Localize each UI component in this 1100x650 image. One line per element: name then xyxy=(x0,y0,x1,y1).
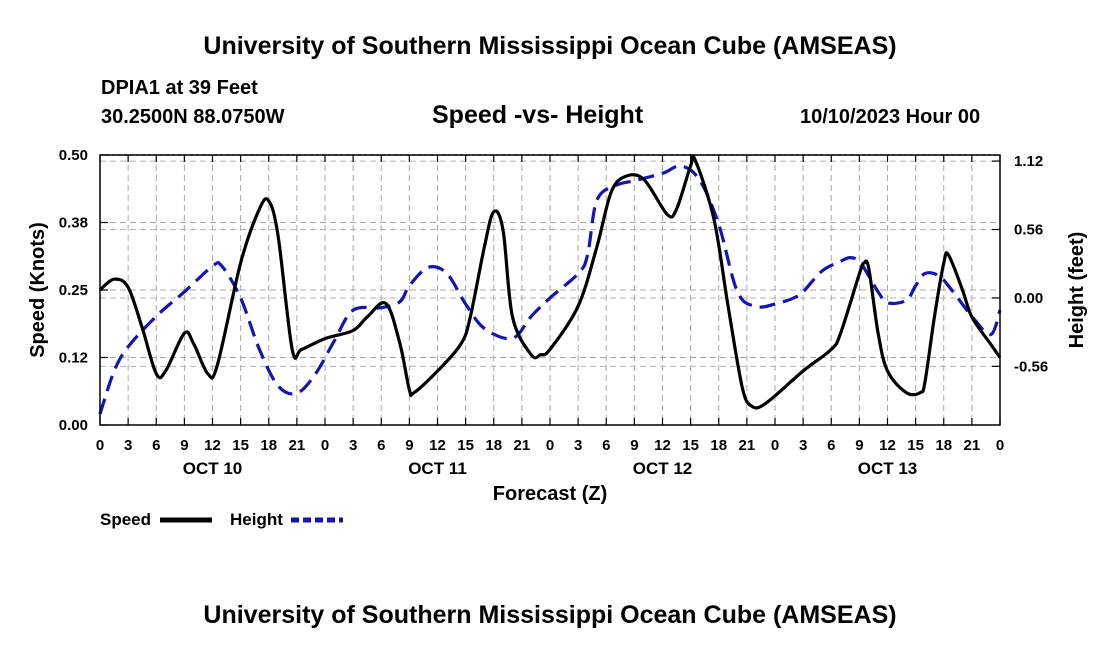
x-tick-label: 6 xyxy=(377,437,385,454)
x-tick-label: 21 xyxy=(289,437,306,454)
x-tick-label: 12 xyxy=(879,437,896,454)
y-left-tick-label: 0.12 xyxy=(59,350,88,367)
x-axis-label: Forecast (Z) xyxy=(493,483,607,505)
x-tick-label: 0 xyxy=(996,437,1004,454)
x-tick-label: 0 xyxy=(771,437,779,454)
x-tick-label: 6 xyxy=(827,437,835,454)
x-tick-label: 15 xyxy=(232,437,249,454)
footer-title: University of Southern Mississippi Ocean… xyxy=(203,601,897,629)
legend-height-label: Height xyxy=(230,510,283,529)
y-axis-left-label: Speed (Knots) xyxy=(27,222,49,358)
x-tick-label: 12 xyxy=(204,437,221,454)
x-tick-label: 3 xyxy=(124,437,132,454)
legend-speed-label: Speed xyxy=(100,510,151,529)
legend: Speed Height xyxy=(100,510,343,529)
x-tick-label: 9 xyxy=(180,437,188,454)
x-tick-label: 21 xyxy=(964,437,981,454)
x-tick-label: 6 xyxy=(152,437,160,454)
x-tick-label: 3 xyxy=(799,437,807,454)
y-right-tick-label: -0.56 xyxy=(1014,358,1048,375)
x-tick-label: 0 xyxy=(321,437,329,454)
x-tick-label: 18 xyxy=(260,437,277,454)
y-right-tick-label: 0.00 xyxy=(1014,290,1043,307)
series-line-speed xyxy=(98,154,1002,410)
datetime-label: 10/10/2023 Hour 00 xyxy=(800,106,981,128)
x-tick-label: 21 xyxy=(514,437,531,454)
day-label: OCT 13 xyxy=(858,459,918,478)
y-left-tick-label: 0.50 xyxy=(59,147,88,164)
x-tick-label: 12 xyxy=(654,437,671,454)
x-tick-label: 9 xyxy=(405,437,413,454)
x-tick-label: 12 xyxy=(429,437,446,454)
x-tick-label: 18 xyxy=(710,437,727,454)
x-tick-label: 3 xyxy=(574,437,582,454)
chart-subtitle: Speed -vs- Height xyxy=(432,101,644,129)
y-left-tick-label: 0.00 xyxy=(59,417,88,434)
x-tick-label: 18 xyxy=(935,437,952,454)
x-tick-label: 18 xyxy=(485,437,502,454)
axes-layer: 0 3 6 9 12 15 18 21 0 3 6 9 12 15 18 21 0 3 6 9 12 15 18 21 0 3 6 9… xyxy=(59,147,1048,478)
day-label: OCT 12 xyxy=(633,459,693,478)
chart-main-title: University of Southern Mississippi Ocean… xyxy=(203,32,897,60)
day-label: OCT 10 xyxy=(183,459,243,478)
y-axis-right-label: Height (feet) xyxy=(1066,232,1088,349)
y-right-tick-label: 0.56 xyxy=(1014,222,1043,239)
y-left-tick-label: 0.38 xyxy=(59,215,88,232)
x-tick-label: 15 xyxy=(682,437,699,454)
x-tick-label: 0 xyxy=(96,437,104,454)
station-label: DPIA1 at 39 Feet xyxy=(101,77,258,99)
y-left-tick-label: 0.25 xyxy=(59,282,88,299)
x-tick-label: 9 xyxy=(855,437,863,454)
x-tick-label: 9 xyxy=(630,437,638,454)
y-right-tick-label: 1.12 xyxy=(1014,153,1043,170)
x-tick-label: 0 xyxy=(546,437,554,454)
x-tick-label: 15 xyxy=(457,437,474,454)
x-tick-label: 15 xyxy=(907,437,924,454)
x-tick-label: 3 xyxy=(349,437,357,454)
location-label: 30.2500N 88.0750W xyxy=(101,106,285,128)
series-line-height xyxy=(98,164,1002,415)
series-layer xyxy=(98,154,1002,415)
grid-lines xyxy=(100,155,1000,425)
x-tick-label: 6 xyxy=(602,437,610,454)
speed-height-chart: 0 3 6 9 12 15 18 21 0 3 6 9 12 15 18 21 0 3 6 9 12 15 18 21 0 3 6 9… xyxy=(27,147,1088,529)
day-label: OCT 11 xyxy=(408,459,467,478)
x-tick-label: 21 xyxy=(739,437,756,454)
